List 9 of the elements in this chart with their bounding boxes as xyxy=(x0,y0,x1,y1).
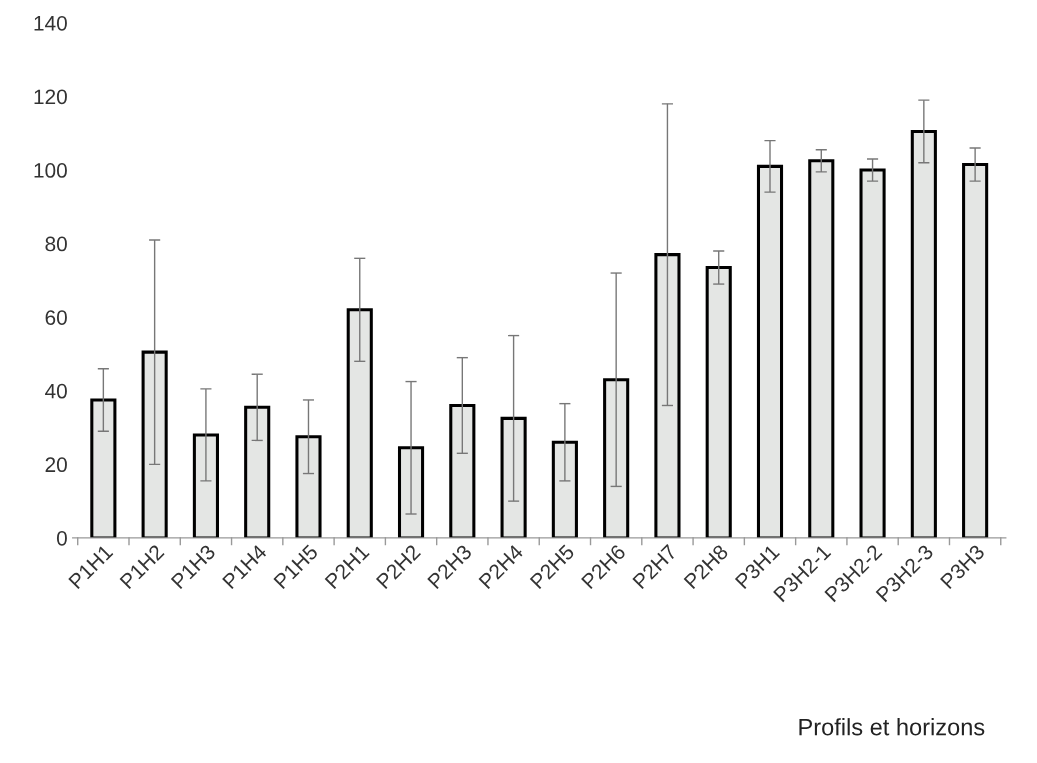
y-tick-label: 20 xyxy=(45,457,67,473)
y-tick-label: 80 xyxy=(45,236,67,252)
y-tick-label: 0 xyxy=(56,530,67,546)
y-tick-label: 60 xyxy=(45,310,67,325)
y-tick-label: 100 xyxy=(34,163,67,178)
x-axis-title: Profils et horizons xyxy=(799,718,985,736)
y-tick-label: 40 xyxy=(45,383,67,399)
y-tick-label: 140 xyxy=(34,15,67,31)
y-tick-label: 120 xyxy=(34,89,67,105)
